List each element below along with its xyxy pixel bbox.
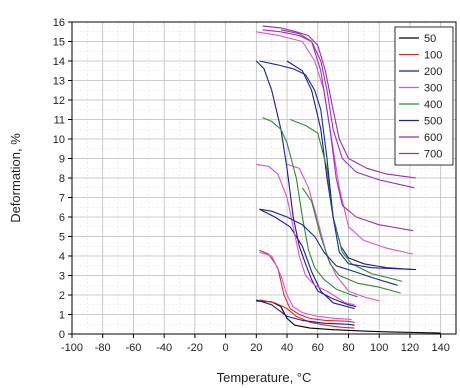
y-tick-label: 0 (59, 329, 65, 341)
series-line-500 (259, 208, 398, 286)
series-line-400 (301, 187, 401, 294)
y-tick-label: 6 (59, 212, 65, 224)
y-tick-label: 13 (53, 76, 65, 88)
y-tick-label: 1 (59, 310, 65, 322)
series-line-300 (256, 163, 355, 306)
x-tick-label: -20 (187, 342, 203, 354)
legend-label-400: 400 (424, 99, 442, 111)
legend-label-200: 200 (424, 66, 442, 78)
y-tick-label: 11 (54, 115, 65, 127)
x-tick-label: 60 (312, 342, 324, 354)
y-tick-label: 14 (53, 56, 65, 68)
y-tick-label: 15 (53, 37, 65, 49)
x-tick-label: 120 (401, 342, 419, 354)
legend-box (394, 26, 454, 166)
x-tick-label: 20 (250, 342, 262, 354)
x-tick-label: -100 (61, 342, 83, 354)
legend-label-50: 50 (424, 33, 436, 45)
series-line-100 (259, 249, 355, 323)
y-tick-label: 2 (59, 290, 65, 302)
legend-label-500: 500 (424, 116, 442, 128)
x-tick-label: -80 (95, 342, 111, 354)
legend-label-700: 700 (424, 149, 442, 161)
series-line-400 (262, 117, 358, 298)
y-axis-title: Deformation, % (8, 133, 23, 223)
x-axis-title: Temperature, °C (217, 370, 312, 385)
x-tick-label: -60 (125, 342, 141, 354)
y-tick-label: 7 (59, 193, 65, 205)
series-line-700 (280, 29, 414, 232)
y-tick-label: 9 (59, 154, 65, 166)
legend: 50 100 200 300 400 500 600 700 (394, 26, 454, 166)
legend-label-600: 600 (424, 132, 442, 144)
x-axis-ticks: -100 -80 -60 -40 -20 0 20 40 60 80 100 120 140 (61, 334, 450, 354)
legend-label-300: 300 (424, 83, 442, 95)
y-tick-label: 3 (59, 271, 65, 283)
series-line-200 (255, 60, 357, 308)
major-grid (71, 21, 456, 335)
series-line-100 (259, 299, 355, 329)
series-line-500 (259, 60, 417, 271)
series-line-200 (259, 208, 355, 310)
series-line-50 (256, 300, 441, 334)
x-tick-label: 0 (223, 342, 229, 354)
x-tick-label: 80 (342, 342, 354, 354)
series-line-300 (259, 251, 352, 320)
y-tick-label: 8 (59, 173, 65, 185)
x-tick-label: 40 (281, 342, 293, 354)
x-tick-label: 140 (431, 342, 449, 354)
y-tick-label: 4 (59, 251, 65, 263)
legend-label-100: 100 (424, 50, 442, 62)
series-line-400 (289, 118, 403, 282)
y-tick-label: 5 (59, 232, 65, 244)
y-tick-label: 12 (53, 95, 65, 107)
series-line-700 (262, 29, 415, 189)
x-tick-label: 100 (370, 342, 388, 354)
x-tick-label: -40 (156, 342, 172, 354)
y-tick-label: 16 (53, 17, 65, 29)
series-line-200 (256, 299, 355, 326)
series-line-300 (256, 31, 414, 255)
series-layer (255, 25, 441, 334)
y-tick-label: 10 (53, 134, 65, 146)
series-line-600 (262, 25, 417, 179)
